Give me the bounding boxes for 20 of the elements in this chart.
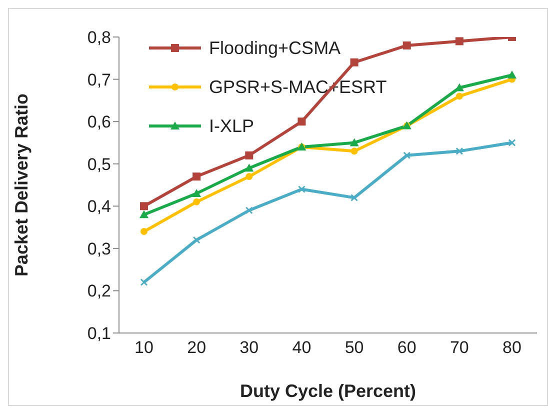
x-tick-label: 50: [344, 338, 364, 358]
x-tick-label: 60: [397, 338, 416, 358]
y-tick-label: 0,7: [87, 70, 111, 90]
y-axis-title: Packet Delivery Ratio: [11, 93, 32, 277]
x-tick-label: 20: [187, 338, 206, 358]
legend-label: Flooding+CSMA: [209, 38, 341, 58]
x-axis-title: Duty Cycle (Percent): [240, 381, 416, 401]
x-tick-label: 70: [450, 338, 469, 358]
x-tick-label: 30: [240, 338, 259, 358]
legend-label: I-XLP: [209, 116, 254, 136]
x-tick-label: 40: [292, 338, 312, 358]
x-tick-label: 80: [502, 338, 522, 358]
y-tick-label: 0,1: [87, 324, 111, 344]
x-tick-label: 10: [134, 338, 154, 358]
y-tick-label: 0,2: [87, 282, 111, 301]
y-tick-label: 0,8: [87, 28, 111, 48]
y-tick-label: 0,3: [87, 239, 111, 258]
y-tick-label: 0,4: [87, 197, 111, 216]
y-tick-label: 0,5: [87, 154, 111, 174]
y-tick-label: 0,6: [87, 112, 111, 132]
